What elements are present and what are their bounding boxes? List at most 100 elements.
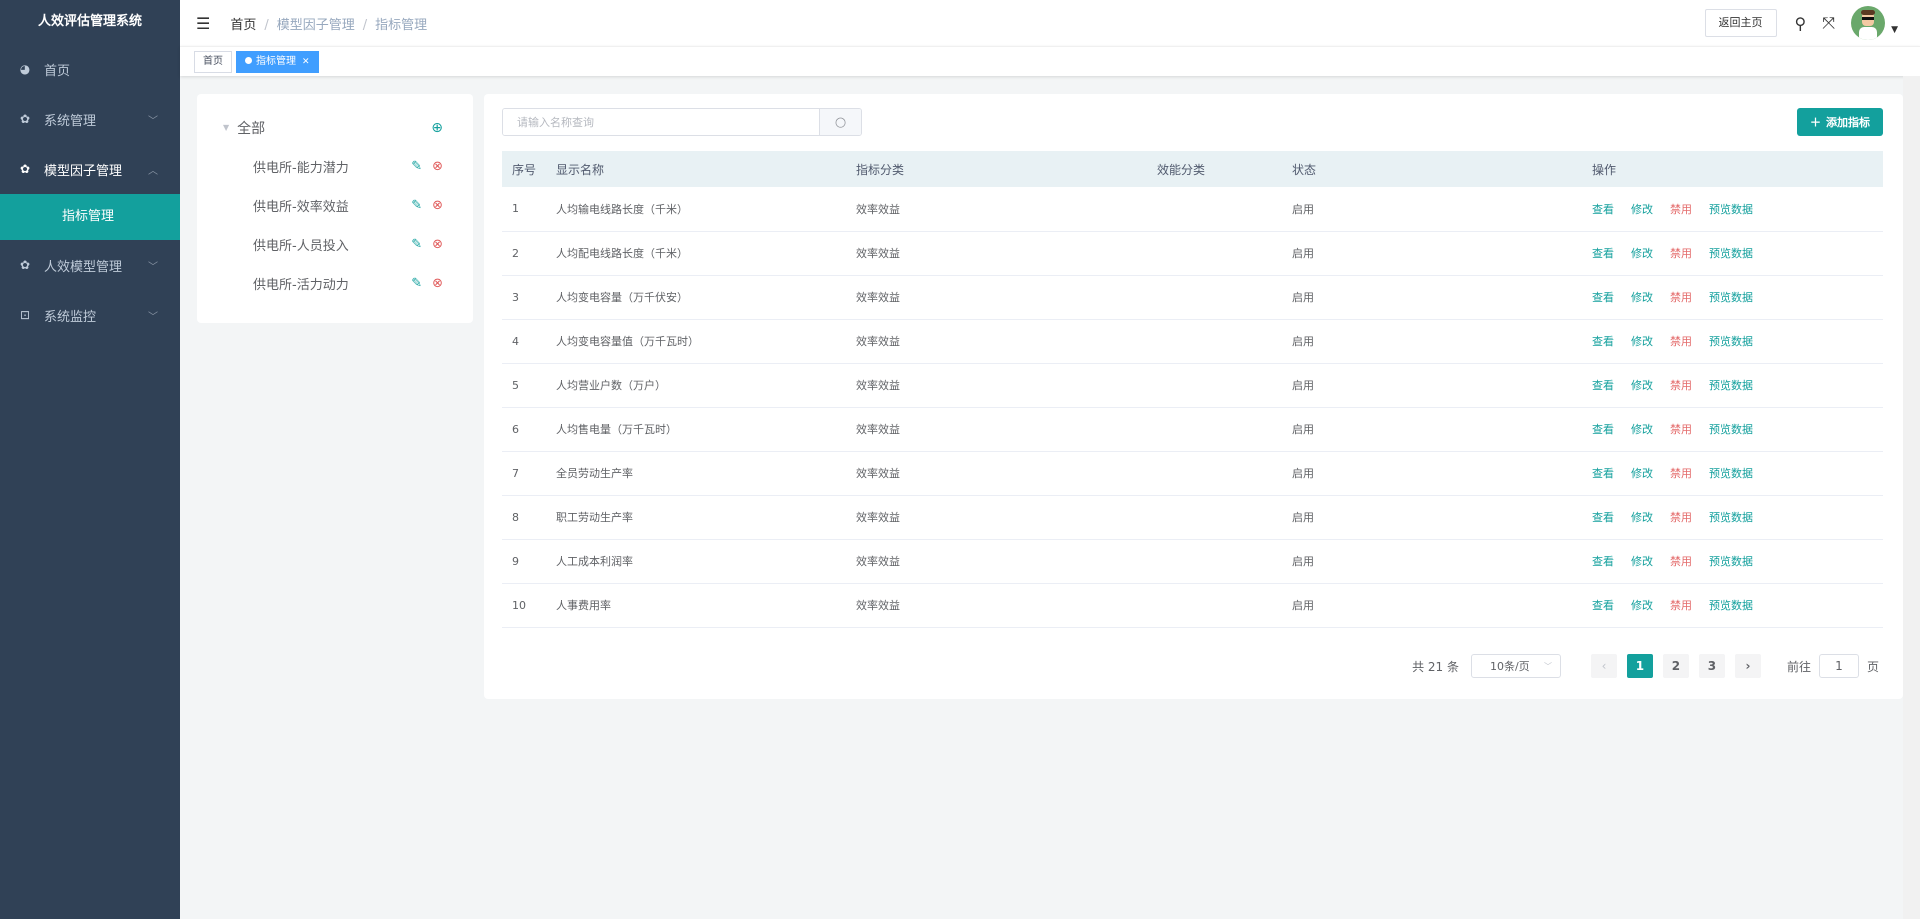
prev-page-button[interactable]: ‹ — [1590, 654, 1617, 678]
tree-node[interactable]: 供电所-活力动力 ✎ ⊗ — [197, 264, 473, 303]
action-disable-link[interactable]: 禁用 — [1670, 555, 1692, 568]
action-disable-link[interactable]: 禁用 — [1670, 423, 1692, 436]
action-disable-link[interactable]: 禁用 — [1670, 511, 1692, 524]
caret-down-icon[interactable]: ▼ — [223, 123, 230, 132]
action-disable-link[interactable]: 禁用 — [1670, 247, 1692, 260]
tree-node[interactable]: 供电所-效率效益 ✎ ⊗ — [197, 186, 473, 225]
cell-name: 人均输电线路长度（千米） — [556, 187, 856, 232]
action-view-link[interactable]: 查看 — [1592, 335, 1614, 348]
action-preview-link[interactable]: 预览数据 — [1709, 555, 1753, 568]
action-view-link[interactable]: 查看 — [1592, 202, 1614, 216]
tag-home[interactable]: 首页 — [194, 50, 232, 73]
tree-node[interactable]: 供电所-人员投入 ✎ ⊗ — [197, 225, 473, 264]
action-view-link[interactable]: 查看 — [1592, 423, 1614, 436]
edit-icon[interactable]: ✎ — [411, 237, 423, 252]
sidebar-item-monitor[interactable]: ⊡ 系统监控 ﹀ — [0, 290, 180, 340]
action-view-link[interactable]: 查看 — [1592, 379, 1614, 392]
action-preview-link[interactable]: 预览数据 — [1709, 291, 1753, 304]
action-view-link[interactable]: 查看 — [1592, 555, 1614, 568]
menu-toggle-icon[interactable]: ☰ — [196, 13, 211, 33]
action-preview-link[interactable]: 预览数据 — [1709, 202, 1753, 216]
sidebar: 人效评估管理系统 ◕ 首页 ✿ 系统管理 ﹀ ✿ 模型因子管理 ︿ 指标管理 ✿ 人效模型管… — [0, 0, 180, 919]
breadcrumb-home[interactable]: 首页 — [230, 17, 257, 33]
sidebar-item-system[interactable]: ✿ 系统管理 ﹀ — [0, 94, 180, 144]
next-page-button[interactable]: › — [1734, 654, 1761, 678]
action-preview-link[interactable]: 预览数据 — [1709, 423, 1753, 436]
breadcrumb-model-factor: 模型因子管理 — [276, 17, 355, 33]
avatar[interactable] — [1851, 6, 1886, 40]
action-edit-link[interactable]: 修改 — [1631, 555, 1653, 568]
goto-label: 前往 — [1786, 659, 1811, 674]
tree-node-root[interactable]: ▼ 全部 ⊕ — [197, 108, 473, 147]
action-preview-link[interactable]: 预览数据 — [1709, 511, 1753, 524]
action-disable-link[interactable]: 禁用 — [1670, 335, 1692, 348]
fullscreen-icon[interactable]: ⤧ — [1822, 13, 1836, 32]
action-disable-link[interactable]: 禁用 — [1670, 467, 1692, 480]
sidebar-item-model-factor[interactable]: ✿ 模型因子管理 ︿ — [0, 144, 180, 194]
action-edit-link[interactable]: 修改 — [1631, 202, 1653, 216]
action-edit-link[interactable]: 修改 — [1631, 467, 1653, 480]
cell-status: 启用 — [1292, 275, 1592, 320]
cell-efficiency — [1157, 231, 1292, 276]
action-edit-link[interactable]: 修改 — [1631, 291, 1653, 304]
page-size-select[interactable]: 10条/页 ﹀ — [1470, 654, 1561, 678]
cell-no: 6 — [502, 407, 556, 452]
tree-node[interactable]: 供电所-能力潜力 ✎ ⊗ — [197, 147, 473, 186]
return-home-button[interactable]: 返回主页 — [1704, 9, 1777, 37]
edit-icon[interactable]: ✎ — [411, 276, 423, 291]
action-edit-link[interactable]: 修改 — [1631, 599, 1653, 612]
cell-efficiency — [1157, 275, 1292, 320]
cell-no: 3 — [502, 275, 556, 320]
edit-icon[interactable]: ✎ — [411, 198, 423, 213]
search-button[interactable]: ○ — [819, 109, 861, 135]
action-edit-link[interactable]: 修改 — [1631, 379, 1653, 392]
total-count: 共 21 条 — [1412, 659, 1459, 674]
add-indicator-button[interactable]: ＋ 添加指标 — [1797, 108, 1883, 136]
action-disable-link[interactable]: 禁用 — [1670, 599, 1692, 612]
delete-circle-icon[interactable]: ⊗ — [432, 198, 443, 213]
add-circle-icon[interactable]: ⊕ — [431, 119, 443, 136]
action-view-link[interactable]: 查看 — [1592, 599, 1614, 612]
delete-circle-icon[interactable]: ⊗ — [432, 237, 443, 252]
action-view-link[interactable]: 查看 — [1592, 291, 1614, 304]
page-2[interactable]: 2 — [1662, 654, 1689, 678]
page-1[interactable]: 1 — [1626, 654, 1653, 678]
goto-page-input[interactable] — [1818, 654, 1859, 678]
caret-down-icon[interactable]: ▼ — [1891, 25, 1898, 35]
col-category: 指标分类 — [856, 151, 1157, 187]
table-row: 10 人事费用率 效率效益 启用 查看 修改 禁用 预览数据 — [502, 583, 1883, 628]
action-disable-link[interactable]: 禁用 — [1670, 291, 1692, 304]
sidebar-item-efficiency-model[interactable]: ✿ 人效模型管理 ﹀ — [0, 240, 180, 290]
close-icon[interactable]: ✕ — [302, 56, 310, 67]
plus-icon: ＋ — [1810, 116, 1821, 129]
col-status: 状态 — [1292, 151, 1592, 187]
action-preview-link[interactable]: 预览数据 — [1709, 467, 1753, 480]
page-3[interactable]: 3 — [1698, 654, 1725, 678]
action-edit-link[interactable]: 修改 — [1631, 423, 1653, 436]
delete-circle-icon[interactable]: ⊗ — [432, 276, 443, 291]
cell-no: 9 — [502, 539, 556, 584]
action-disable-link[interactable]: 禁用 — [1670, 202, 1692, 216]
action-preview-link[interactable]: 预览数据 — [1709, 247, 1753, 260]
action-edit-link[interactable]: 修改 — [1631, 247, 1653, 260]
action-disable-link[interactable]: 禁用 — [1670, 379, 1692, 392]
action-edit-link[interactable]: 修改 — [1631, 335, 1653, 348]
delete-circle-icon[interactable]: ⊗ — [432, 159, 443, 174]
action-preview-link[interactable]: 预览数据 — [1709, 379, 1753, 392]
action-preview-link[interactable]: 预览数据 — [1709, 599, 1753, 612]
sidebar-item-home[interactable]: ◕ 首页 — [0, 44, 180, 94]
scrollbar[interactable] — [1903, 76, 1920, 919]
action-preview-link[interactable]: 预览数据 — [1709, 335, 1753, 348]
action-view-link[interactable]: 查看 — [1592, 467, 1614, 480]
edit-icon[interactable]: ✎ — [411, 159, 423, 174]
cell-category: 效率效益 — [856, 231, 1157, 276]
search-input[interactable] — [503, 109, 819, 135]
action-view-link[interactable]: 查看 — [1592, 511, 1614, 524]
action-edit-link[interactable]: 修改 — [1631, 511, 1653, 524]
cell-no: 1 — [502, 187, 556, 232]
action-view-link[interactable]: 查看 — [1592, 247, 1614, 260]
monitor-icon: ⊡ — [19, 308, 31, 322]
sidebar-subitem-indicator[interactable]: 指标管理 — [0, 194, 180, 240]
search-icon[interactable]: ⚲ — [1794, 13, 1807, 33]
tag-indicator[interactable]: 指标管理 ✕ — [236, 50, 319, 73]
